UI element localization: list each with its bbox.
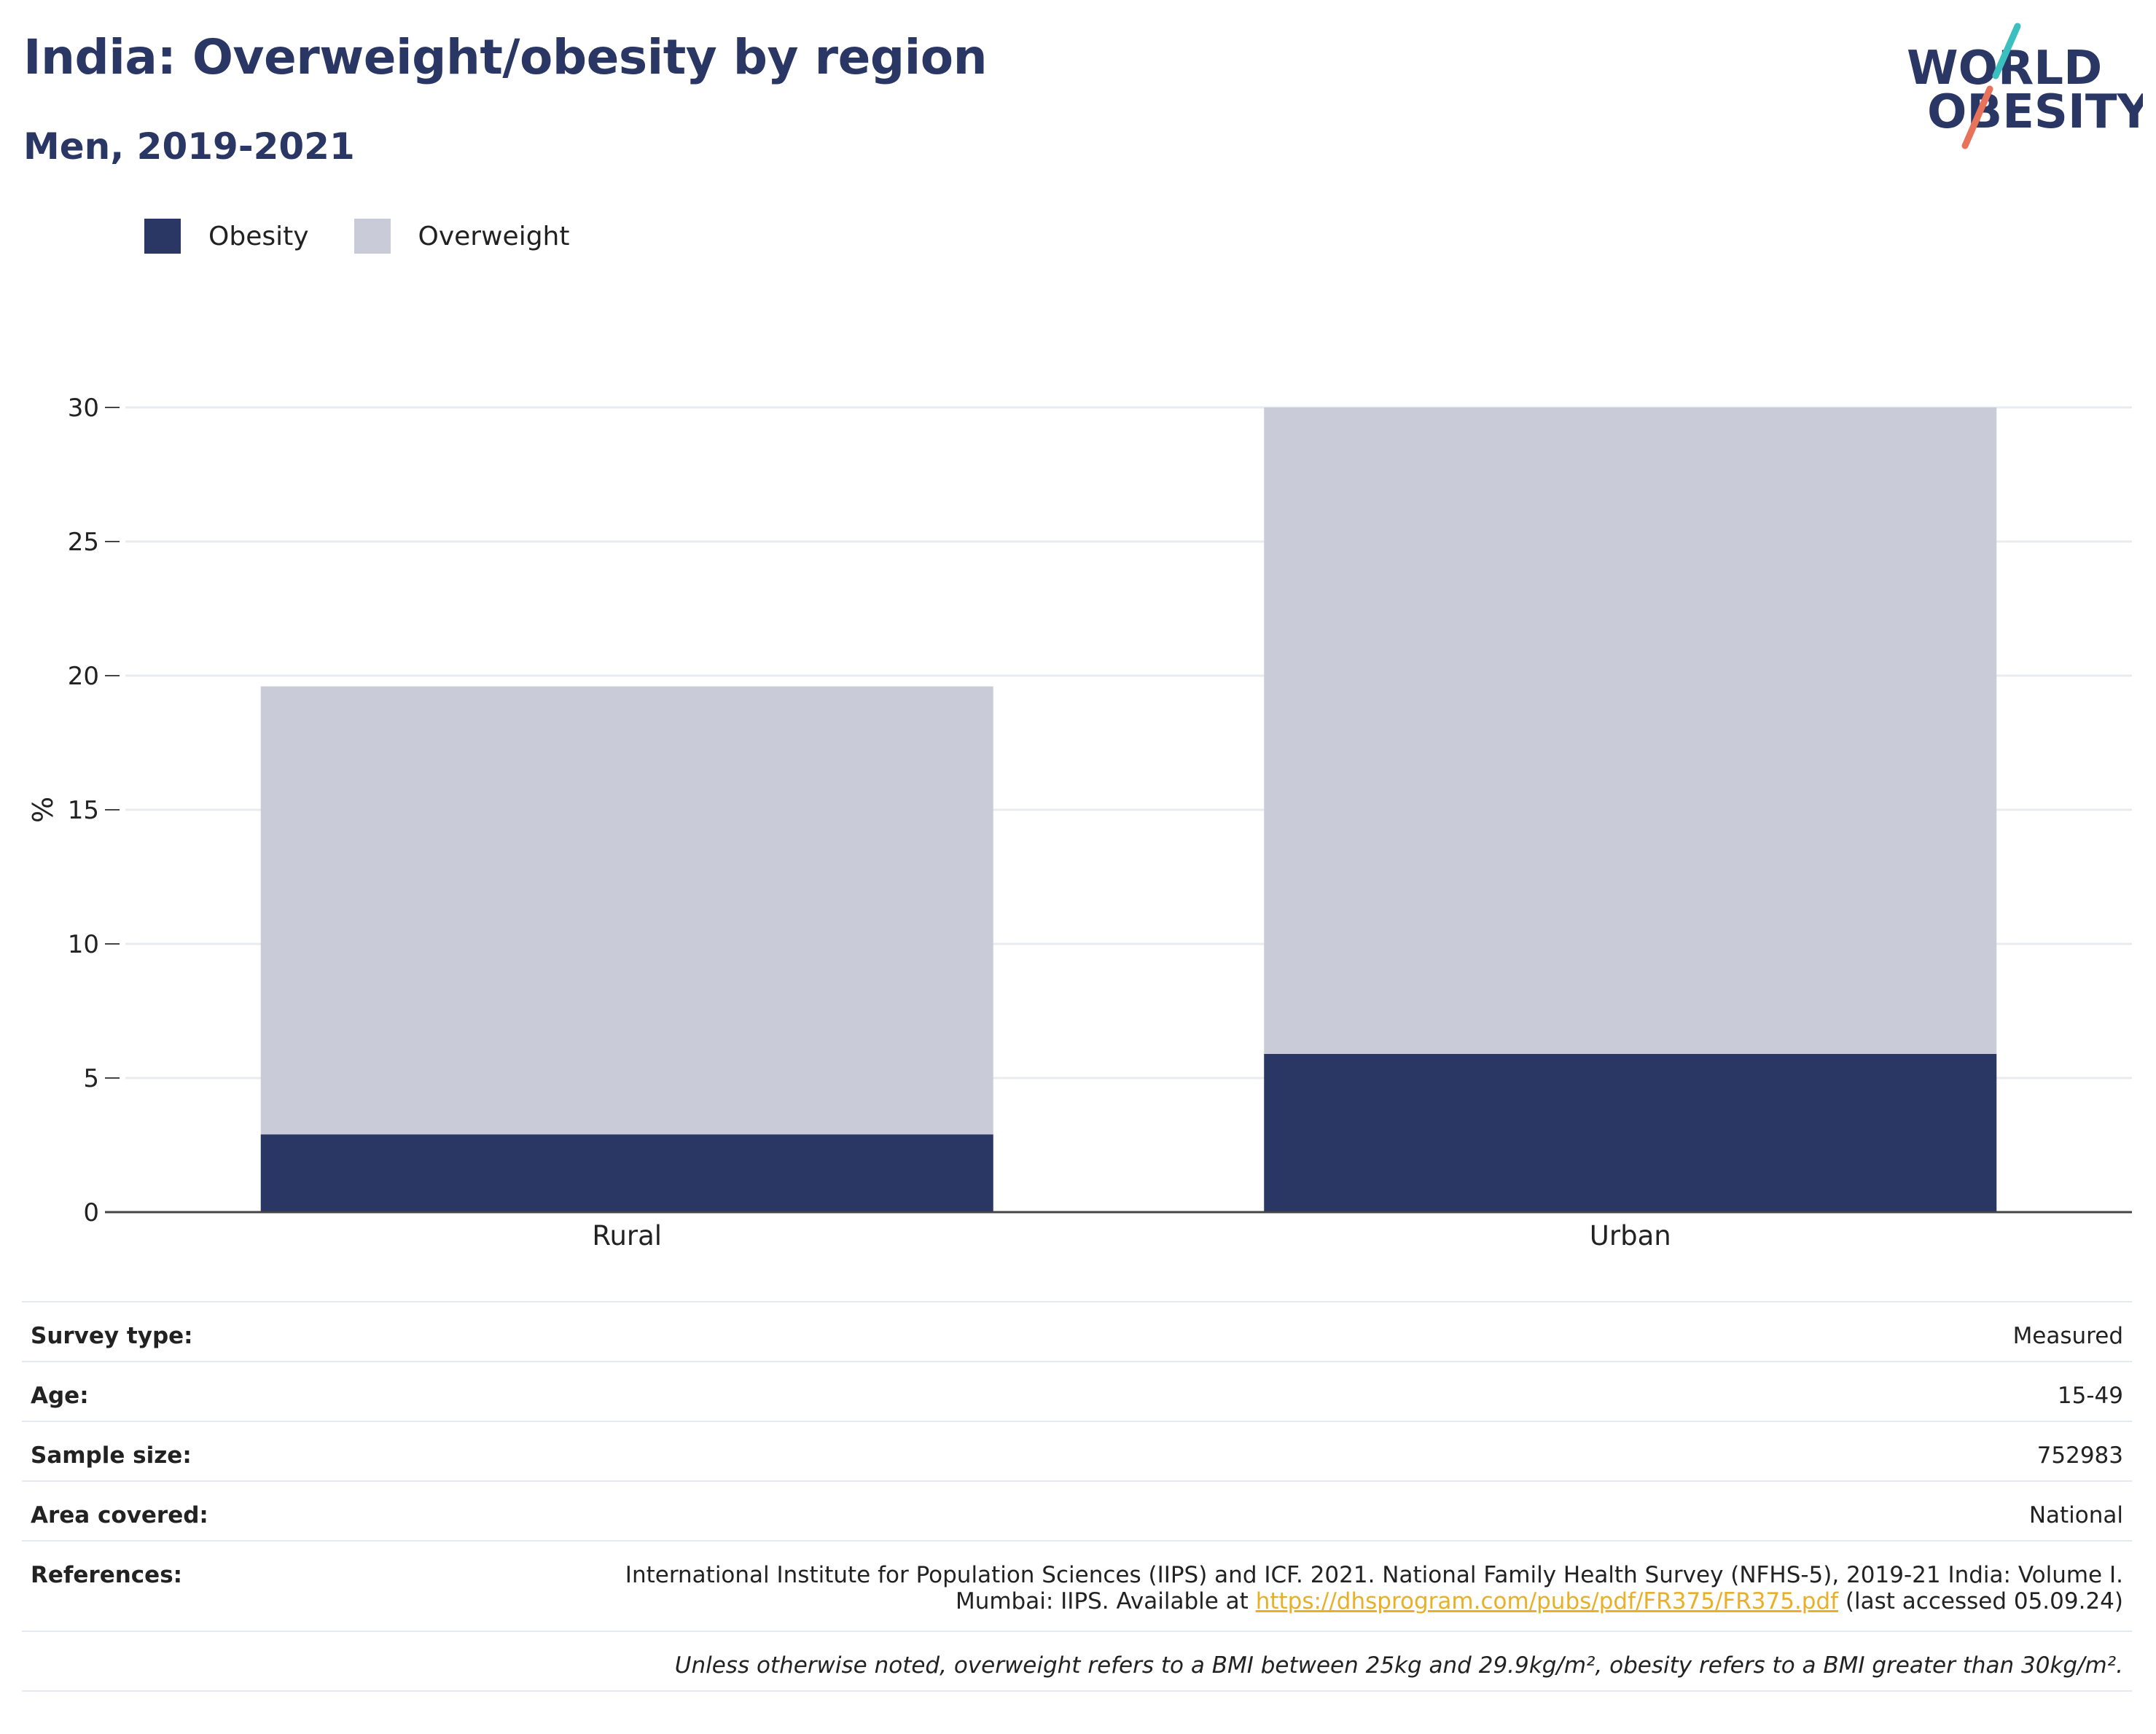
info-label: Area covered: <box>22 1480 313 1541</box>
y-tick-label: 30 <box>68 394 99 423</box>
y-tick-label: 20 <box>68 662 99 691</box>
info-label: References: <box>22 1540 313 1631</box>
y-tick-label: 5 <box>83 1064 99 1093</box>
survey-info-table: Survey type: Measured Age: 15-49 Sample … <box>22 1301 2132 1692</box>
y-tick-label: 0 <box>83 1198 99 1227</box>
bars <box>260 407 1997 1212</box>
info-value: 15-49 <box>313 1361 2132 1421</box>
references-line2-suffix: (last accessed 05.09.24) <box>1838 1588 2123 1614</box>
y-tick-label: 10 <box>68 930 99 959</box>
legend-item-overweight: Overweight <box>354 219 570 254</box>
bar-chart: 0 5 10 15 20 25 30 Rural Urban% <box>27 394 2132 1251</box>
world-obesity-logo: WORLD OBESITY <box>1895 22 2151 153</box>
info-row-references: References: International Institute for … <box>22 1540 2132 1631</box>
x-tick-label-urban: Urban <box>1590 1220 1671 1251</box>
chart-title: India: Overweight/obesity by region <box>23 29 988 85</box>
bar-obesity-rural <box>260 1134 993 1212</box>
info-row-sample-size: Sample size: 752983 <box>22 1421 2132 1481</box>
legend-label-obesity: Obesity <box>208 221 309 251</box>
references-line2: Mumbai: IIPS. Available at https://dhspr… <box>322 1588 2123 1614</box>
references-line2-prefix: Mumbai: IIPS. Available at <box>955 1588 1256 1614</box>
legend-item-obesity: Obesity <box>144 219 309 254</box>
chart-subtitle: Men, 2019-2021 <box>23 125 355 168</box>
info-value: Measured <box>313 1301 2132 1362</box>
logo-slash-teal <box>1992 23 2021 79</box>
y-tick-label: 15 <box>68 796 99 825</box>
info-label: Survey type: <box>22 1301 313 1362</box>
info-row-age: Age: 15-49 <box>22 1361 2132 1421</box>
logo-slash-coral <box>1961 85 1993 149</box>
bar-overweight-rural <box>260 686 993 1135</box>
chart-legend: Obesity Overweight <box>144 217 614 255</box>
logo-line2: OBESITY <box>1927 85 2143 139</box>
info-label: Sample size: <box>22 1421 313 1481</box>
bar-obesity-urban <box>1264 1053 1997 1212</box>
references-line1: International Institute for Population S… <box>625 1562 2123 1588</box>
axes: 0 5 10 15 20 25 30 Rural Urban% <box>27 394 2132 1251</box>
x-tick-label-rural: Rural <box>592 1220 662 1251</box>
info-row-survey-type: Survey type: Measured <box>22 1301 2132 1362</box>
y-tick-label: 25 <box>68 528 99 557</box>
references-link[interactable]: https://dhsprogram.com/pubs/pdf/FR375/FR… <box>1255 1588 1839 1614</box>
info-row-area-covered: Area covered: National <box>22 1480 2132 1541</box>
legend-swatch-overweight <box>354 219 391 254</box>
bmi-definition-note: Unless otherwise noted, overweight refer… <box>22 1630 2132 1692</box>
bar-overweight-urban <box>1264 407 1997 1054</box>
legend-label-overweight: Overweight <box>418 221 570 251</box>
references-text: International Institute for Population S… <box>313 1540 2132 1631</box>
y-axis-label: % <box>27 797 59 823</box>
info-label: Age: <box>22 1361 313 1421</box>
info-value: National <box>313 1480 2132 1541</box>
world-obesity-logo-graphic: WORLD OBESITY <box>1907 23 2151 149</box>
info-value: 752983 <box>313 1421 2132 1481</box>
info-row-note: Unless otherwise noted, overweight refer… <box>22 1630 2132 1692</box>
legend-swatch-obesity <box>144 219 181 254</box>
